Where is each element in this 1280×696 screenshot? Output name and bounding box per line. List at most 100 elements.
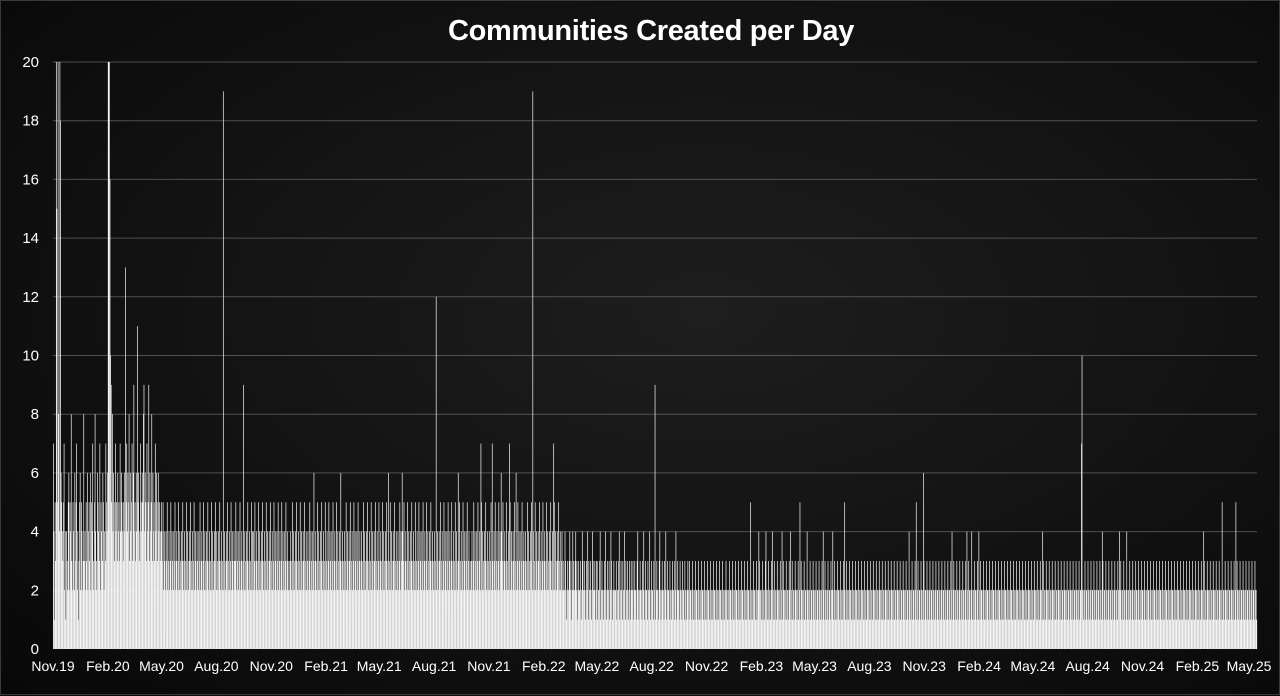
bar [950,560,952,649]
bar [870,619,872,649]
bar [197,590,199,649]
bar [1201,590,1203,649]
bar [1078,560,1080,649]
bar [113,502,115,649]
bar [513,502,515,649]
x-tick-label: Nov.20 [250,658,294,674]
bar [723,590,725,649]
bar [746,619,748,649]
bar [197,560,199,649]
bar [317,502,318,649]
bar [684,560,686,649]
bar [169,590,170,649]
bar [110,355,111,649]
bar [658,560,660,649]
bar [660,590,661,649]
bar [1202,619,1204,649]
bar [759,590,761,649]
bar [644,590,646,649]
bar [578,590,580,649]
bar [1140,590,1141,649]
bar [1211,590,1213,649]
bar [208,590,209,649]
bar [912,619,914,649]
bar [1139,590,1141,649]
bar [221,590,223,649]
bar [212,531,213,649]
bar [115,531,117,649]
bar [456,531,457,649]
bar [753,560,754,649]
bar [250,560,252,649]
bar [140,443,141,649]
bar [1079,619,1080,649]
bar [1075,619,1076,649]
bar [1203,560,1205,649]
bar [674,590,676,649]
bar [421,531,423,649]
bar [1143,619,1144,649]
bar [325,590,327,649]
bar [206,531,207,649]
bar [788,560,790,649]
bar [275,560,277,649]
bar [290,590,292,649]
bar [1090,590,1091,649]
bar [120,472,122,649]
bar [656,560,658,649]
bar [494,502,496,649]
bar [205,590,207,649]
bar [999,619,1001,649]
bar [361,590,363,649]
bar [858,560,859,649]
bar [57,62,59,649]
bar [426,502,428,649]
bar [214,531,215,649]
bar [1190,590,1191,649]
bar [586,560,587,649]
bar [369,531,370,649]
bar [649,619,651,649]
bar [831,590,833,649]
bar [1131,619,1132,649]
bar [509,502,511,649]
bar [1146,590,1147,649]
bar [760,590,761,649]
bar [106,502,107,649]
bar [916,619,918,649]
bar [54,502,56,649]
bar [1014,590,1015,649]
bar [785,590,786,649]
bar [991,590,992,649]
bar [1067,590,1069,649]
bar [459,502,460,649]
bar [176,531,178,649]
bar [629,560,630,649]
bar [636,619,637,649]
bar [765,560,766,649]
bar [88,531,89,649]
bar [914,560,916,649]
bar [1103,619,1104,649]
bar [249,531,250,649]
bar [1240,590,1242,649]
bar [930,590,932,649]
bar [648,590,650,649]
bar [394,502,395,649]
bar [266,590,268,649]
bar [1141,590,1143,649]
bar [856,590,857,649]
bar [1192,619,1194,649]
bar [674,560,676,649]
bar [338,590,340,649]
bar [1243,590,1244,649]
bar [614,590,615,649]
bar [557,560,559,649]
bar [1107,619,1109,649]
bar [635,590,637,649]
bar [432,590,434,649]
bar [185,502,187,649]
bar [423,590,425,649]
bar [276,590,277,649]
